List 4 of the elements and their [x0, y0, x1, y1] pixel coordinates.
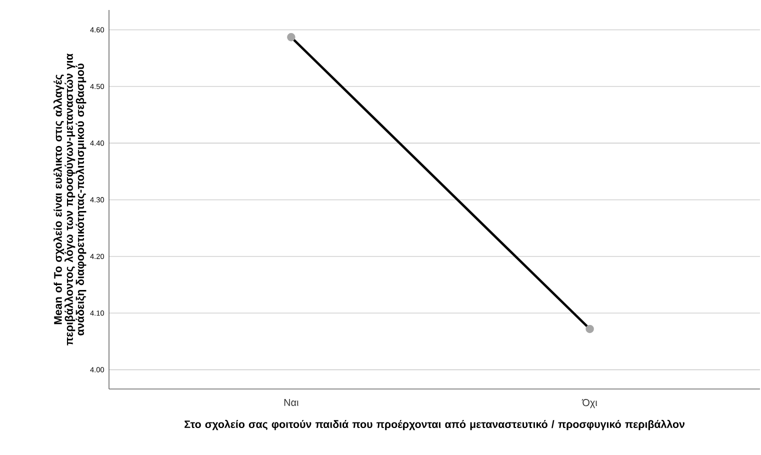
x-axis-title: Στο σχολείο σας φοιτούν παιδιά που προέρχονται από μεταναστευτικό / προσφυγικό περιβάλλον: [184, 420, 684, 430]
y-axis-title: Mean of Το σχολείο είναι ευέλικτο στις αλλαγές περιβάλλοντος λόγω των προσφύγων-μεταναστών για ανάδειξη διαφορετικότητας-πολιτισμικού σεβασμού: [53, 54, 86, 346]
x-tick-label: Ναι: [284, 399, 298, 406]
x-tick-label: Όχι: [582, 399, 598, 408]
